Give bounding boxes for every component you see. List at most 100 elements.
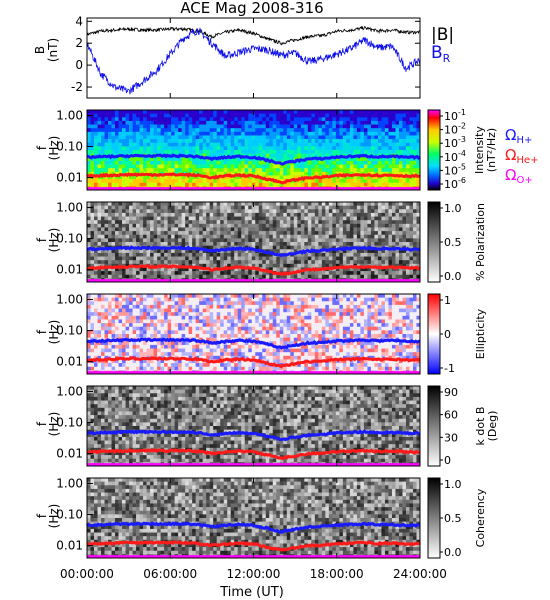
spectrogram-cell [325,260,330,265]
spectrogram-cell [94,252,98,257]
spectrogram-cell [125,231,130,236]
spectrogram-cell [220,110,225,114]
spectrogram-cell [108,294,112,298]
spectrogram-cell [342,113,347,118]
spectrogram-cell [199,223,203,228]
spectrogram-cell [150,348,154,353]
spectrogram-cell [262,164,267,169]
spectrogram-cell [300,160,305,165]
spectrogram-cell [223,252,228,257]
spectrogram-cell [332,113,337,118]
spectrogram-cell [199,171,203,176]
spectrogram-cell [384,260,389,265]
spectrogram-cell [125,301,130,306]
spectrogram-cell [178,249,182,254]
spectrogram-cell [157,131,161,136]
spectrogram-cell [381,146,386,151]
spectrogram-cell [325,131,330,136]
spectrogram-cell [251,160,256,165]
spectrogram-cell [370,238,375,243]
spectrogram-cell [363,252,368,257]
spectrogram-cell [244,216,249,221]
spectrogram-cell [290,220,295,225]
spectrogram-cell [234,220,239,225]
spectrogram-cell [174,363,179,368]
spectrogram-cell [118,238,123,243]
spectrogram-cell [202,249,207,254]
spectrogram-cell [146,209,151,214]
spectrogram-cell [195,271,200,276]
spectrogram-cell [265,234,270,239]
spectrogram-cell [283,182,288,187]
spectrogram-cell [153,348,158,353]
spectrogram-cell [248,160,253,165]
spectrogram-cell [164,271,168,276]
spectrogram-cell [276,260,281,265]
spectrogram-cell [227,175,232,180]
spectrogram-cell [360,212,365,217]
spectrogram-cell [258,271,263,276]
spectrogram-cell [290,120,295,125]
spectrogram-cell [276,164,281,169]
spectrogram-cell [213,260,217,265]
spectrogram-cell [377,212,382,217]
spectrogram-cell [146,146,151,151]
spectrogram-cell [412,249,417,254]
spectrogram-cell [104,301,109,306]
spectrogram-cell [255,160,260,165]
spectrogram-cell [178,120,182,125]
spectrogram-cell [356,274,361,279]
spectrogram-cell [304,142,309,147]
spectrogram-cell [363,150,368,154]
spectrogram-cell [290,124,295,129]
spectrogram-cell [90,363,95,368]
spectrogram-cell [276,113,281,118]
spectrogram-cell [237,212,242,217]
spectrogram-cell [111,330,116,335]
spectrogram-cell [188,271,193,276]
spectrogram-cell [237,260,242,265]
spectrogram-cell [279,220,284,225]
spectrogram-cell [115,256,119,261]
spectrogram-cell [136,120,140,125]
spectrogram-cell [356,202,361,206]
spectrogram-cell [188,297,193,302]
spectrogram-cell [304,238,309,243]
spectrogram-cell [353,249,358,254]
spectrogram-cell [307,223,312,228]
spectrogram-cell [363,146,368,151]
spectrogram-cell [115,334,119,338]
spectrogram-cell [314,209,319,214]
spectrogram-cell [125,323,130,328]
spectrogram-cell [195,294,200,298]
spectrogram-cell [230,120,235,125]
spectrogram-cell [171,175,175,180]
spectrogram-cell [363,142,368,147]
spectrogram-cell [118,271,123,276]
spectrogram-cell [293,113,298,118]
spectrogram-cell [136,326,140,331]
spectrogram-cell [118,315,123,320]
spectrogram-cell [328,171,333,176]
spectrogram-cell [174,341,179,346]
spectrogram-cell [388,113,393,118]
spectrogram-cell [178,326,182,331]
spectrogram-cell [416,128,421,133]
spectrogram-cell [104,267,109,272]
spectrogram-cell [167,168,172,173]
spectrogram-cell [412,160,417,165]
spectrogram-cell [335,209,340,214]
spectrogram-cell [286,216,291,221]
spectrogram-cell [94,326,98,331]
spectrogram-cell [325,110,330,114]
spectrogram-cell [97,330,102,335]
spectrogram-cell [286,139,291,144]
spectrogram-cell [108,131,112,136]
spectrogram-cell [286,231,291,236]
spectrogram-cell [251,157,256,162]
spectrogram-cell [293,110,298,114]
spectrogram-cell [293,249,298,254]
spectrogram-cell [370,139,375,144]
spectrogram-cell [402,150,407,154]
spectrogram-cell [104,308,109,313]
